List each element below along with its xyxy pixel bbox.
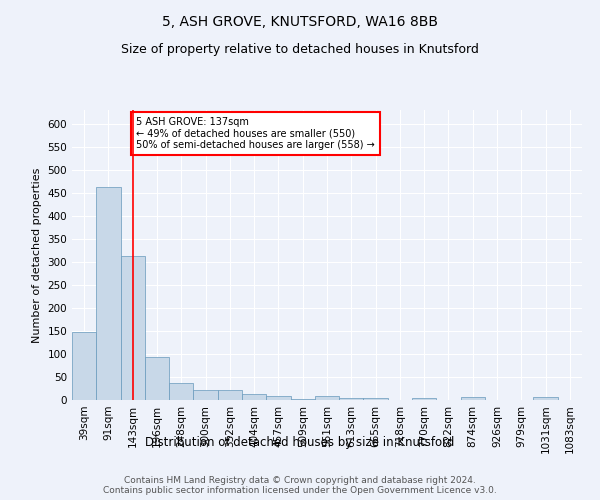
Bar: [266, 396, 290, 400]
Bar: [242, 394, 266, 400]
Y-axis label: Number of detached properties: Number of detached properties: [32, 168, 42, 342]
Text: Contains HM Land Registry data © Crown copyright and database right 2024.
Contai: Contains HM Land Registry data © Crown c…: [103, 476, 497, 495]
Text: 5 ASH GROVE: 137sqm
← 49% of detached houses are smaller (550)
50% of semi-detac: 5 ASH GROVE: 137sqm ← 49% of detached ho…: [136, 117, 375, 150]
Bar: [533, 397, 558, 400]
Bar: [193, 390, 218, 400]
Bar: [364, 398, 388, 400]
Bar: [121, 256, 145, 400]
Bar: [169, 383, 193, 400]
Bar: [412, 398, 436, 400]
Text: Size of property relative to detached houses in Knutsford: Size of property relative to detached ho…: [121, 42, 479, 56]
Bar: [72, 332, 96, 400]
Bar: [339, 398, 364, 400]
Bar: [315, 396, 339, 400]
Text: Distribution of detached houses by size in Knutsford: Distribution of detached houses by size …: [145, 436, 455, 449]
Bar: [461, 397, 485, 400]
Bar: [218, 390, 242, 400]
Bar: [96, 187, 121, 400]
Text: 5, ASH GROVE, KNUTSFORD, WA16 8BB: 5, ASH GROVE, KNUTSFORD, WA16 8BB: [162, 15, 438, 29]
Bar: [290, 399, 315, 400]
Bar: [145, 357, 169, 400]
